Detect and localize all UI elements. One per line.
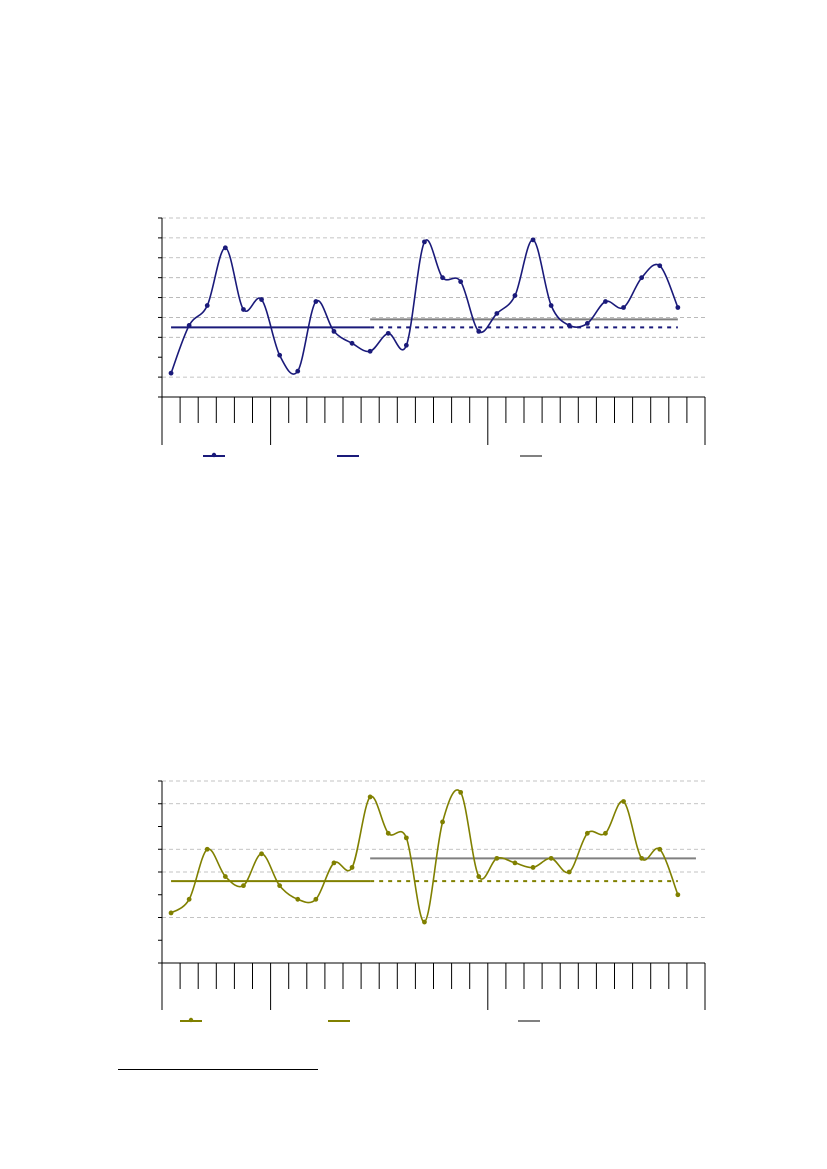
footnote-separator (118, 1069, 318, 1070)
series-point (548, 855, 554, 861)
series-point (222, 245, 228, 251)
bottom-line-chart (158, 780, 706, 1023)
series-line (170, 789, 679, 923)
series-point (512, 860, 518, 866)
series-point (403, 342, 409, 348)
series-point (639, 855, 645, 861)
series-point (494, 855, 500, 861)
series-point (458, 789, 464, 795)
series-point (331, 860, 337, 866)
series-point (186, 896, 192, 902)
series-point (494, 311, 500, 316)
series-point (385, 330, 391, 336)
series-point (367, 348, 373, 354)
series-point (476, 328, 482, 334)
series-point (657, 263, 663, 269)
series-point (295, 368, 301, 374)
series-point (277, 883, 283, 889)
series-point (222, 874, 228, 879)
series-point (675, 892, 681, 898)
series-point (422, 919, 427, 925)
legend (180, 1017, 540, 1023)
series-point (313, 299, 319, 304)
series-point (657, 846, 663, 852)
series-point (476, 874, 482, 879)
series-point (241, 883, 246, 889)
series-line (170, 239, 679, 375)
series-point (168, 370, 174, 376)
series-point (186, 323, 192, 328)
series-point (422, 239, 427, 245)
series-point (512, 293, 518, 298)
series-point (458, 279, 464, 285)
series-point (584, 830, 590, 836)
series-point (349, 865, 355, 870)
series-point (204, 846, 210, 852)
series-point (639, 275, 645, 281)
legend (203, 452, 542, 458)
series-point (349, 340, 355, 346)
series-point (259, 297, 264, 302)
series-point (367, 794, 373, 800)
series-point (331, 328, 337, 334)
series-point (548, 303, 554, 308)
series-point (530, 237, 536, 243)
series-point (403, 835, 409, 841)
gridlines (162, 217, 705, 378)
series-point (603, 299, 608, 304)
series-point (277, 352, 283, 358)
series-point (566, 869, 572, 875)
series-point (295, 896, 301, 902)
series-point (603, 830, 608, 836)
series-point (584, 321, 590, 326)
series-point (241, 307, 246, 312)
series-point (313, 896, 319, 902)
series-point (440, 275, 445, 281)
series-point (566, 323, 572, 328)
legend-marker (188, 1017, 194, 1023)
top-line-chart (158, 217, 706, 458)
series-point (204, 303, 210, 308)
series-point (168, 910, 174, 916)
series-point (530, 865, 536, 870)
series-point (621, 799, 626, 804)
series-point (675, 305, 681, 310)
series-point (621, 305, 626, 310)
series-point (385, 830, 391, 836)
legend-marker (211, 452, 217, 458)
series-point (440, 819, 445, 825)
series-point (259, 851, 264, 857)
